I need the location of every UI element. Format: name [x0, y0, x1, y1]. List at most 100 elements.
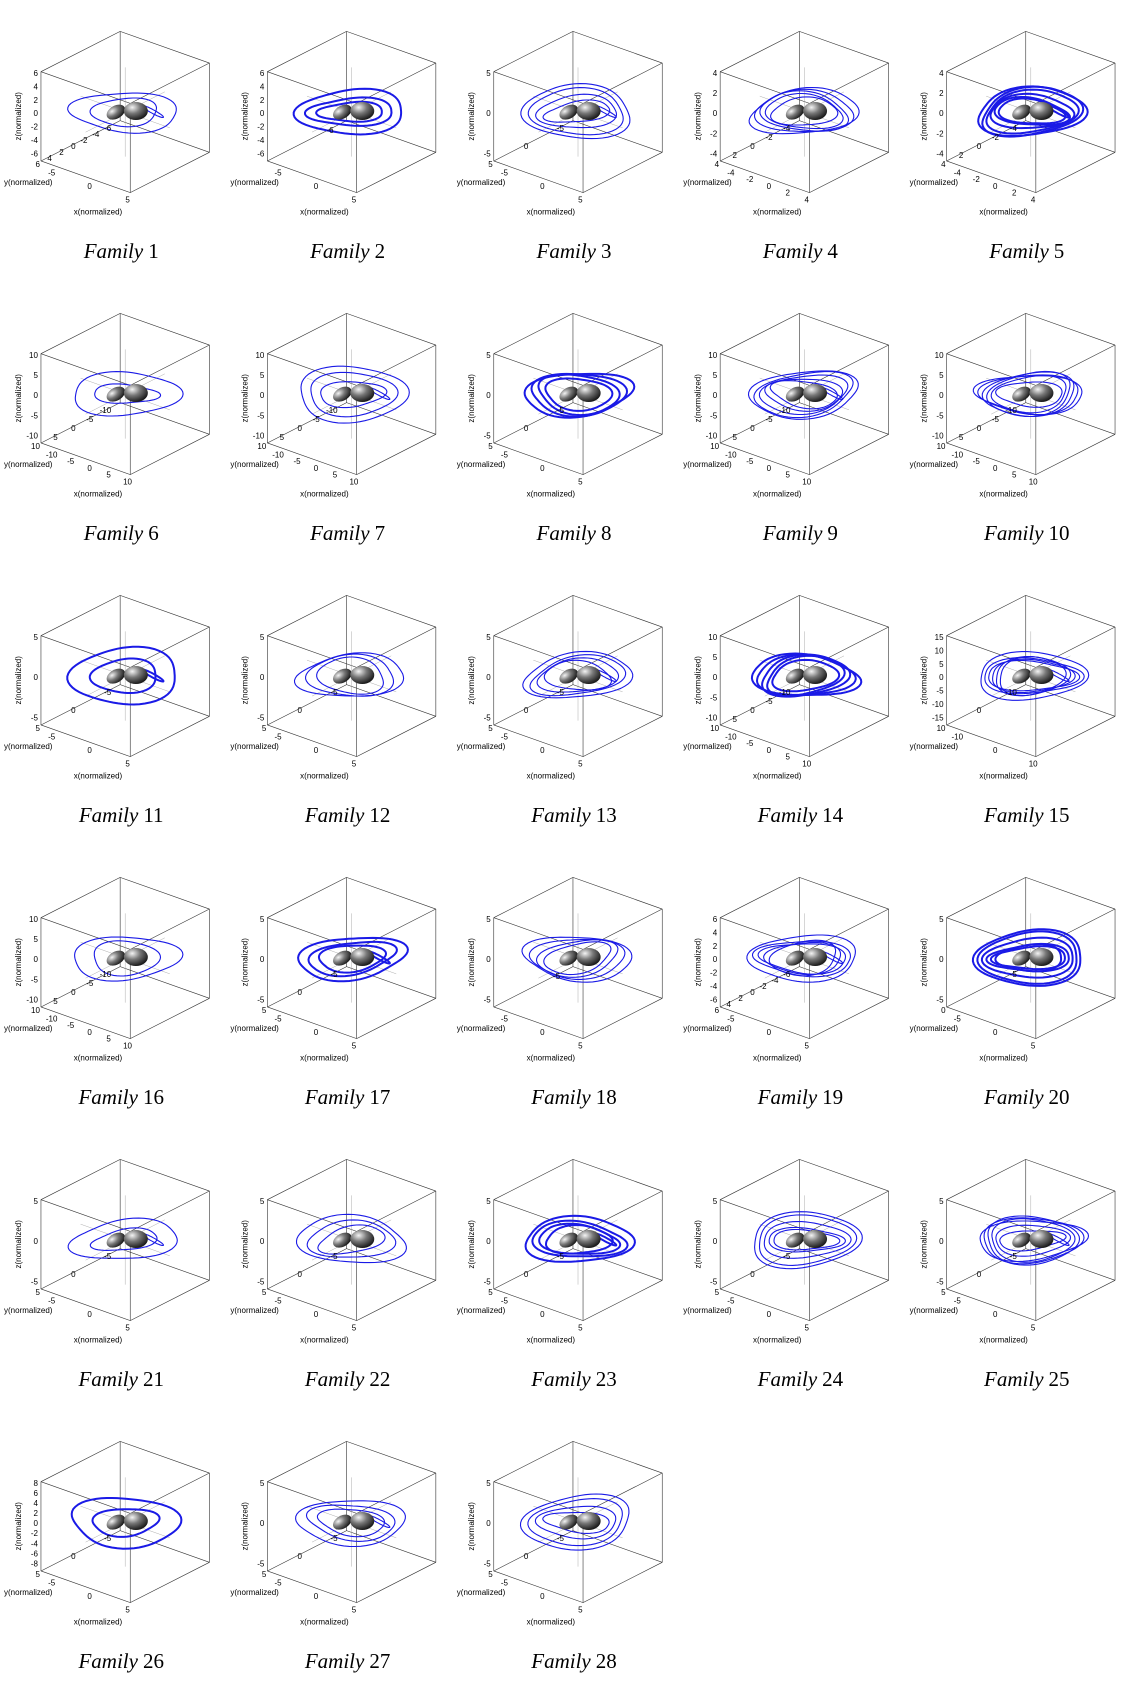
x-axis-label: x(normalized)	[527, 1054, 576, 1063]
caption-family: Family	[304, 1367, 365, 1391]
box-edge	[720, 877, 799, 917]
box-edge	[267, 595, 346, 635]
box-edge	[357, 1562, 436, 1602]
y-axis-label: y(normalized)	[683, 460, 732, 469]
y-tick-label: 10	[31, 442, 40, 451]
box-edge	[809, 152, 888, 192]
z-tick-label: 0	[34, 955, 39, 964]
y-axis-label: y(normalized)	[4, 1306, 53, 1315]
box-edge	[809, 1280, 888, 1320]
box-edge	[130, 434, 209, 474]
x-tick-label: 0	[993, 1310, 998, 1319]
z-tick-label: 10	[29, 351, 38, 360]
x-axis-label: x(normalized)	[300, 1336, 349, 1345]
z-tick-label: 6	[713, 915, 718, 924]
x-axis-label: x(normalized)	[74, 772, 123, 781]
y-tick-label: 0	[71, 424, 76, 433]
box-edge	[720, 595, 799, 635]
box-edge	[267, 354, 356, 386]
x-tick-label: 0	[314, 182, 319, 191]
y-tick-label: -10	[326, 406, 338, 415]
box-edge	[130, 716, 209, 756]
z-tick-label: 10	[255, 351, 264, 360]
plot-panel: 1050-5-101050-5-10-10-50510z(normalized)…	[4, 313, 209, 545]
z-axis-label: z(normalized)	[14, 938, 23, 987]
box-edge	[947, 1159, 1026, 1199]
z-tick-label: 4	[713, 928, 718, 937]
y-axis-label: y(normalized)	[4, 742, 53, 751]
x-tick-label: 5	[786, 471, 791, 480]
box-edge	[1036, 998, 1115, 1038]
box-edge	[494, 877, 573, 917]
y-tick-label: -5	[992, 415, 1000, 424]
box-edge	[120, 877, 209, 909]
x-tick-label: -5	[274, 1578, 282, 1587]
x-tick-label: 0	[767, 182, 772, 191]
x-tick-label: 0	[767, 746, 772, 755]
y-axis-label: y(normalized)	[910, 460, 959, 469]
z-tick-label: 0	[34, 109, 39, 118]
y-tick-label: 10	[257, 442, 266, 451]
asteroid-body	[350, 384, 374, 402]
x-tick-label: 5	[333, 471, 338, 480]
y-tick-label: 0	[524, 706, 529, 715]
z-tick-label: 5	[713, 371, 718, 380]
box-edge	[120, 967, 209, 999]
x-tick-label: -4	[954, 168, 962, 177]
y-tick-label: -5	[1010, 970, 1018, 979]
x-tick-label: 0	[993, 746, 998, 755]
caption: Family3	[536, 239, 612, 263]
y-axis-label: y(normalized)	[230, 1024, 279, 1033]
z-tick-label: 0	[34, 391, 39, 400]
x-tick-label: -5	[48, 732, 56, 741]
caption-family: Family	[983, 1085, 1044, 1109]
box-edge	[573, 1531, 662, 1563]
y-axis-label: y(normalized)	[683, 1024, 732, 1033]
y-tick-label: 0	[71, 706, 76, 715]
z-tick-label: 0	[939, 673, 944, 682]
y-axis-label: y(normalized)	[457, 178, 506, 187]
x-tick-label: -5	[67, 1021, 75, 1030]
box-edge	[41, 1200, 130, 1232]
x-axis-label: x(normalized)	[300, 772, 349, 781]
z-tick-label: 0	[939, 109, 944, 118]
z-tick-label: -5	[484, 431, 492, 440]
y-tick-label: -5	[330, 970, 338, 979]
z-axis-label: z(normalized)	[693, 374, 702, 423]
z-tick-label: -5	[484, 713, 492, 722]
x-tick-label: 0	[767, 1310, 772, 1319]
y-axis-label: y(normalized)	[910, 1306, 959, 1315]
y-tick-label: 0	[524, 1552, 529, 1561]
z-tick-label: 0	[713, 391, 718, 400]
box-edge	[267, 1159, 346, 1199]
z-tick-label: -6	[710, 995, 718, 1004]
x-tick-label: 5	[125, 195, 130, 204]
x-tick-label: -10	[951, 732, 963, 741]
box-edge	[41, 595, 120, 635]
x-tick-label: 10	[802, 759, 811, 768]
caption-family: Family	[983, 803, 1044, 827]
y-tick-label: 4	[941, 160, 946, 169]
z-tick-label: 5	[486, 1197, 491, 1206]
x-axis-label: x(normalized)	[753, 490, 802, 499]
asteroid-body	[124, 948, 148, 966]
y-axis-label: y(normalized)	[230, 742, 279, 751]
box-edge	[120, 685, 209, 717]
x-axis-label: x(normalized)	[527, 1336, 576, 1345]
box-edge	[347, 877, 436, 909]
y-tick-label: -4	[92, 130, 100, 139]
z-tick-label: 0	[260, 109, 265, 118]
y-axis-label: y(normalized)	[4, 178, 53, 187]
asteroid-body	[1029, 666, 1053, 684]
box-edge	[720, 31, 799, 71]
x-tick-label: 0	[314, 746, 319, 755]
y-tick-label: 6	[715, 1006, 720, 1015]
page: 6420-2-4-66420-2-4-6-505z(normalized)y(n…	[0, 0, 1132, 1692]
z-tick-label: 5	[34, 1197, 39, 1206]
box-edge	[120, 1249, 209, 1281]
z-tick-label: 4	[260, 82, 265, 91]
box-edge	[120, 121, 209, 153]
caption: Family24	[757, 1367, 844, 1391]
z-tick-label: -4	[31, 136, 39, 145]
y-tick-label: 5	[715, 1288, 720, 1297]
